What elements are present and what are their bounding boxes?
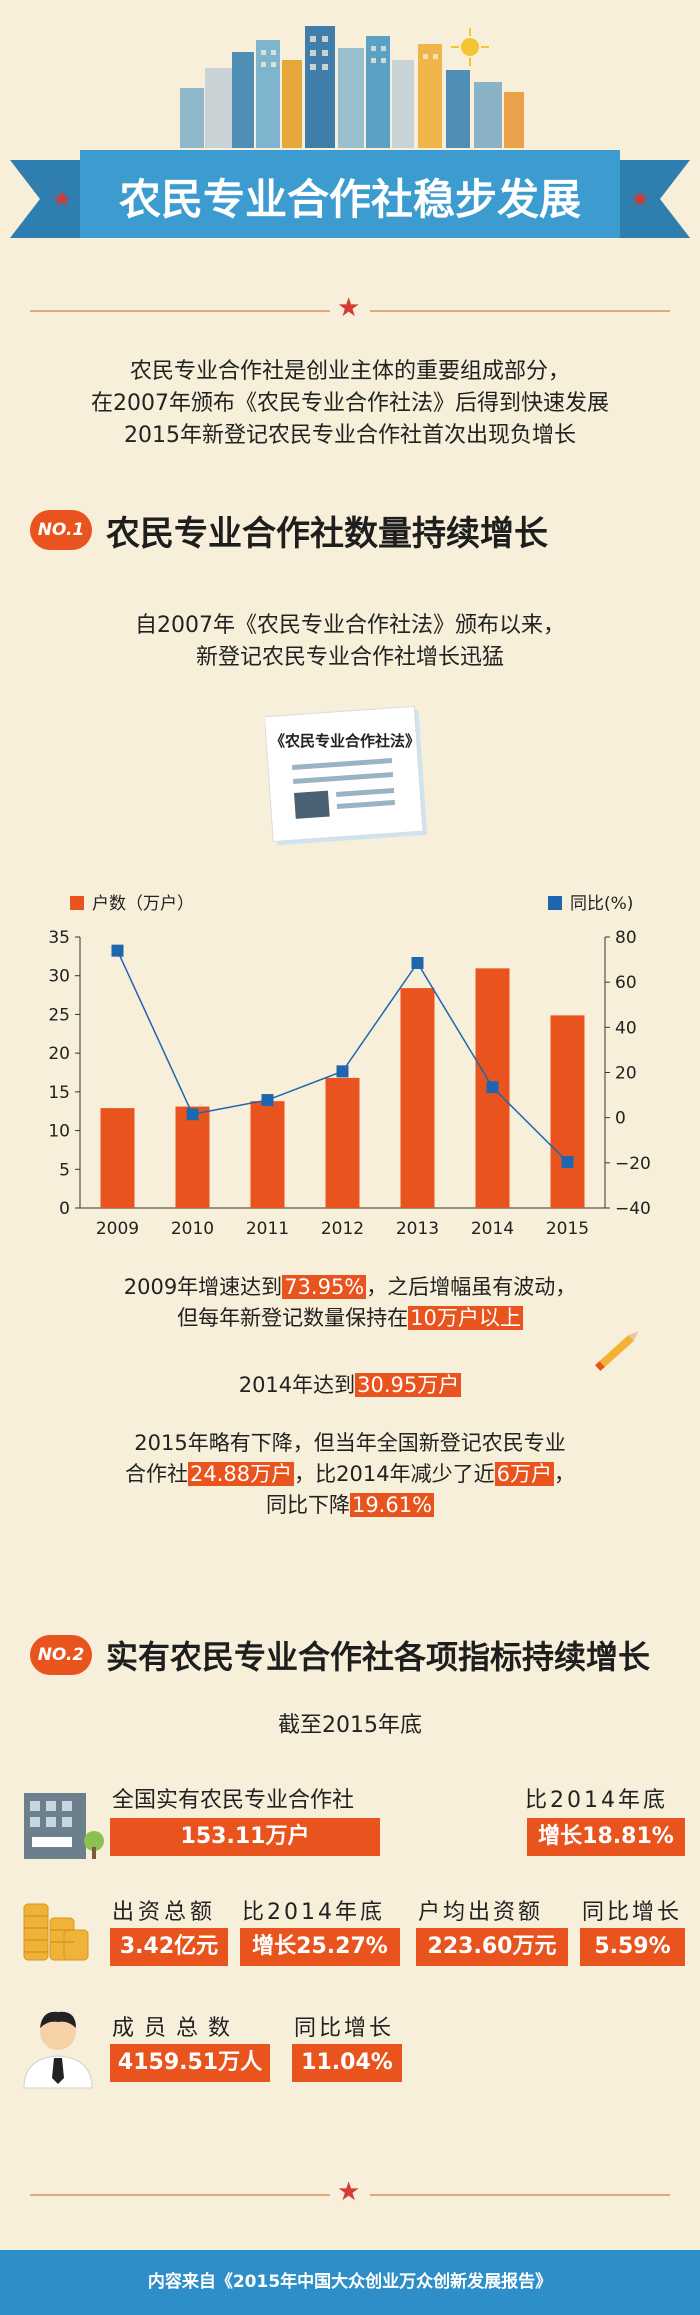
document-title: 《农民专业合作社法》 — [270, 732, 421, 750]
x-tick-label: 2009 — [96, 1219, 139, 1239]
section2-heading: NO.2 实有农民专业合作社各项指标持续增长 — [30, 1630, 650, 1680]
right-tick-label: 60 — [615, 973, 637, 993]
pencil-icon — [595, 1331, 639, 1372]
section1-badge: NO.1 — [30, 510, 92, 550]
bar-2011 — [250, 1101, 285, 1208]
left-tick-label: 10 — [48, 1122, 70, 1142]
bar-2013 — [400, 988, 435, 1208]
stat-value-avg-growth: 5.59% — [580, 1928, 685, 1966]
note-2015: 2015年略有下降，但当年全国新登记农民专业 合作社24.88万户，比2014年… — [125, 1431, 575, 1517]
divider — [370, 310, 670, 312]
legend-label-line: 同比(%) — [570, 894, 633, 914]
stat-label: 全国实有农民专业合作社 — [112, 1788, 355, 1813]
section2-badge: NO.2 — [30, 1635, 92, 1675]
section1-title: 农民专业合作社数量持续增长 — [106, 513, 548, 554]
section2-title: 实有农民专业合作社各项指标持续增长 — [106, 1638, 651, 1676]
legend-swatch-line — [548, 896, 562, 910]
stat-value-members: 4159.51万人 — [110, 2044, 270, 2082]
footer-bar: 内容来自《2015年中国大众创业万众创新发展报告》 — [0, 2250, 700, 2315]
highlight-value: 19.61% — [349, 1493, 435, 1517]
city-skyline-illustration — [180, 26, 524, 148]
divider — [370, 2194, 670, 2196]
x-tick-label: 2011 — [246, 1219, 289, 1239]
left-tick-label: 35 — [48, 928, 70, 948]
law-document-illustration — [265, 705, 428, 846]
legend-swatch-bar — [70, 896, 84, 910]
left-tick-label: 0 — [59, 1199, 70, 1219]
left-tick-label: 15 — [48, 1083, 70, 1103]
note-2014: 2014年达到30.95万户 — [238, 1373, 462, 1397]
stat-value-total-investment: 3.42亿元 — [110, 1928, 228, 1966]
highlight-value: 30.95万户 — [355, 1373, 462, 1397]
left-tick-label: 20 — [48, 1044, 70, 1064]
bar-2015 — [550, 1015, 585, 1208]
section1-lead: 自2007年《农民专业合作社法》颁布以来， 新登记农民专业合作社增长迅猛 — [135, 613, 565, 670]
right-tick-label: 20 — [615, 1064, 637, 1084]
x-tick-label: 2013 — [396, 1219, 439, 1239]
stat-label: 比2014年底 — [242, 1900, 385, 1925]
member-person-icon — [23, 2011, 93, 2089]
star-icon: ★ — [337, 2177, 361, 2207]
right-tick-label: −20 — [615, 1154, 651, 1174]
x-tick-label: 2014 — [471, 1219, 514, 1239]
right-tick-label: 80 — [615, 928, 637, 948]
stat-label: 户均出资额 — [418, 1900, 544, 1925]
star-icon: ★ — [337, 293, 361, 323]
stat-label: 出资总额 — [112, 1900, 217, 1925]
yoy-point-2012 — [336, 1065, 349, 1078]
left-tick-label: 5 — [59, 1160, 70, 1180]
highlight-value: 73.95% — [282, 1275, 367, 1299]
stat-value-avg-investment: 223.60万元 — [416, 1928, 568, 1966]
stat-value-growth: 增长18.81% — [527, 1818, 685, 1856]
divider — [30, 310, 330, 312]
x-tick-label: 2015 — [546, 1219, 589, 1239]
banner-ribbon: ★ ★ — [10, 150, 690, 238]
yoy-point-2013 — [411, 956, 424, 969]
source-note: 内容来自《2015年中国大众创业万众创新发展报告》 — [147, 2272, 553, 2292]
left-tick-label: 30 — [48, 967, 70, 987]
yoy-point-2010 — [186, 1108, 199, 1121]
yoy-point-2009 — [111, 944, 124, 957]
stat-label: 比2014年底 — [525, 1788, 668, 1813]
svg-text:★: ★ — [630, 187, 650, 212]
as-of-date: 截至2015年底 — [278, 1713, 422, 1738]
section1-heading: NO.1 农民专业合作社数量持续增长 — [30, 505, 548, 555]
bar-2010 — [175, 1106, 210, 1208]
note-2009: 2009年增速达到73.95%，之后增幅虽有波动， 但每年新登记数量保持在10万… — [123, 1275, 577, 1330]
stat-value-total-cooperatives: 153.11万户 — [110, 1818, 380, 1856]
legend-label-bar: 户数（万户） — [92, 894, 194, 914]
coins-icon — [23, 1903, 89, 1961]
yoy-point-2015 — [561, 1155, 574, 1168]
banner-title: 农民专业合作社稳步发展 — [118, 175, 581, 224]
yoy-point-2011 — [261, 1094, 274, 1107]
highlight-value: 24.88万户 — [188, 1462, 295, 1486]
highlight-value: 10万户以上 — [408, 1306, 523, 1330]
registration-chart: 户数（万户） 同比(%) 0 5 10 15 20 25 30 35 −40 −20 0 20 40 60 80… — [48, 894, 651, 1239]
divider — [30, 2194, 330, 2196]
highlight-value: 6万户 — [494, 1462, 554, 1486]
bar-2009 — [100, 1108, 135, 1208]
right-tick-label: −40 — [615, 1199, 651, 1219]
stat-label: 同比增长 — [294, 2016, 395, 2041]
svg-text:★: ★ — [52, 187, 72, 212]
x-tick-label: 2012 — [321, 1219, 364, 1239]
yoy-point-2014 — [486, 1081, 499, 1094]
intro-text: 农民专业合作社是创业主体的重要组成部分， 在2007年颁布《农民专业合作社法》后… — [91, 359, 609, 448]
right-tick-label: 40 — [615, 1018, 637, 1038]
stat-value-members-growth: 11.04% — [292, 2044, 402, 2082]
stat-value-investment-growth: 增长25.27% — [240, 1928, 400, 1966]
right-tick-label: 0 — [615, 1109, 626, 1129]
x-tick-label: 2010 — [171, 1219, 214, 1239]
stat-label: 成员总数 — [112, 2016, 241, 2041]
cooperative-building-icon — [24, 1793, 104, 1859]
bar-2012 — [325, 1077, 360, 1208]
stat-label: 同比增长 — [582, 1900, 683, 1925]
left-tick-label: 25 — [48, 1005, 70, 1025]
